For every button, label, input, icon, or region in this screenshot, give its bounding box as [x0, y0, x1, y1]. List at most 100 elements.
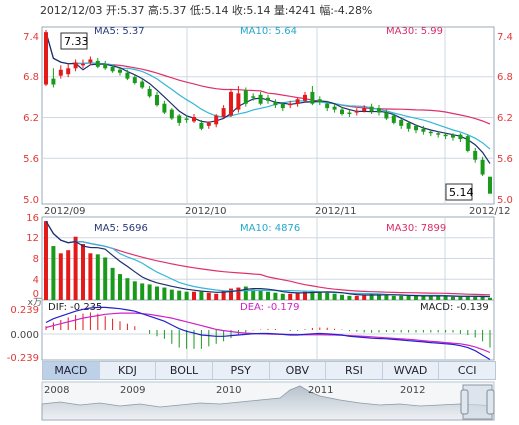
- candle-body: [229, 91, 233, 116]
- volume-bar: [414, 295, 418, 300]
- candle-body: [51, 78, 56, 85]
- candle-body: [125, 72, 130, 79]
- price-y-tick: 6.8: [497, 72, 513, 83]
- candle-body: [369, 106, 374, 112]
- price-y-tick: 7.4: [23, 32, 39, 43]
- candle-body: [384, 112, 389, 119]
- candle-body: [95, 60, 100, 67]
- macd-y-axis: 0.239 0.000 -0.239: [7, 305, 39, 364]
- volume-bar: [362, 294, 367, 300]
- max-price-text: 7.33: [64, 35, 89, 48]
- tab-boll[interactable]: BOLL: [156, 362, 213, 379]
- date-tick: 2012/09: [44, 206, 86, 217]
- volume-bar: [428, 295, 433, 300]
- volume-bar: [458, 296, 463, 300]
- candle-body: [332, 106, 337, 110]
- volume-y-tick: 4: [33, 275, 39, 286]
- macd-legend: DIF: -0.235 DEA: -0.179 MACD: -0.139: [48, 302, 489, 313]
- tab-kdj[interactable]: KDJ: [100, 362, 157, 379]
- volume-bar: [251, 289, 256, 300]
- candle-body: [88, 59, 93, 63]
- volume-bar: [147, 284, 152, 300]
- candle-body: [243, 90, 248, 104]
- volume-bar: [473, 295, 478, 300]
- volume-bar: [443, 295, 448, 300]
- tab-macd[interactable]: MACD: [43, 362, 100, 379]
- volume-bar: [155, 286, 159, 300]
- candle-body: [251, 96, 256, 98]
- tab-rsi[interactable]: RSI: [326, 362, 383, 379]
- volume-bar: [273, 292, 278, 300]
- candle-body: [288, 103, 293, 106]
- candle-body: [81, 63, 85, 66]
- candle-body: [458, 134, 463, 140]
- dif-line: [45, 306, 491, 361]
- volume-bars: [44, 221, 492, 300]
- volume-bar: [347, 295, 352, 300]
- volume-bar: [310, 290, 315, 300]
- last-price-text: 5.14: [449, 186, 474, 199]
- volume-bar: [325, 292, 330, 300]
- price-y-tick: 5.6: [23, 154, 39, 165]
- date-tick: 2012/11: [315, 206, 357, 217]
- volume-ma30-label: MA30: 7899: [386, 223, 446, 234]
- tab-obv[interactable]: OBV: [270, 362, 327, 379]
- candle-body: [480, 159, 485, 175]
- price-y-tick: 5.6: [497, 154, 513, 165]
- nav-year: 2010: [216, 385, 241, 396]
- volume-bar: [229, 288, 233, 300]
- candle-body: [473, 150, 478, 160]
- candle-body: [103, 63, 108, 69]
- price-y-tick: 6.2: [23, 113, 39, 124]
- macd-y-tick: 0.239: [10, 305, 39, 316]
- volume-ma30-line: [45, 220, 491, 296]
- quote-close: 收:5.14: [231, 4, 271, 17]
- quote-header: 2012/12/03 开:5.37 高:5.37 低:5.14 收:5.14 量…: [40, 2, 372, 18]
- navigator-left-handle[interactable]: [460, 389, 469, 415]
- volume-bar: [51, 246, 56, 300]
- tab-cci[interactable]: CCI: [457, 364, 477, 377]
- quote-volume: 量:4241: [273, 4, 316, 17]
- volume-bar: [436, 295, 441, 300]
- last-price-marker: 5.14: [445, 183, 474, 201]
- tab-psy[interactable]: PSY: [213, 362, 270, 379]
- volume-bar: [140, 283, 145, 300]
- volume-bar: [73, 236, 78, 300]
- volume-bar: [340, 294, 344, 300]
- candle-body: [206, 122, 211, 126]
- price-y-tick: 5.0: [23, 195, 39, 206]
- navigator-right-handle[interactable]: [486, 389, 495, 415]
- navigator[interactable]: 2008 2009 2010 2011 2012: [41, 381, 495, 421]
- candle-body: [465, 136, 470, 151]
- candle-body: [377, 108, 381, 113]
- candle-body: [451, 134, 455, 138]
- candle-body: [236, 93, 241, 110]
- candle-body: [147, 88, 152, 97]
- price-y-tick: 6.8: [23, 72, 39, 83]
- volume-bar: [118, 274, 122, 300]
- volume-y-tick: 12: [26, 233, 39, 244]
- candle-body: [221, 108, 226, 117]
- volume-bar: [480, 296, 485, 300]
- volume-bar: [384, 294, 389, 300]
- candle-body: [66, 68, 71, 75]
- candle-body: [362, 108, 367, 112]
- date-tick: 2012/10: [185, 206, 227, 217]
- indicator-tabs: MACD KDJ BOLL PSY OBV RSI WVAD CCI: [42, 361, 496, 380]
- volume-bar: [391, 295, 396, 300]
- volume-y-axis: 16 12 8 4 0 x万: [26, 213, 42, 308]
- candle-body: [428, 131, 433, 134]
- price-y-tick: 6.2: [497, 113, 513, 124]
- candle-body: [192, 116, 196, 122]
- volume-bar: [103, 257, 108, 300]
- volume-bar: [206, 292, 211, 300]
- candle-body: [258, 94, 263, 104]
- volume-bar: [58, 253, 63, 300]
- volume-ma5-label: MA5: 5696: [94, 223, 148, 234]
- volume-bar: [177, 290, 182, 300]
- candle-body: [317, 99, 322, 103]
- candle-body: [399, 119, 404, 126]
- volume-bar: [110, 267, 115, 300]
- price-ma10-label: MA10: 5.64: [240, 26, 297, 37]
- tab-wvad[interactable]: WVAD: [383, 362, 440, 379]
